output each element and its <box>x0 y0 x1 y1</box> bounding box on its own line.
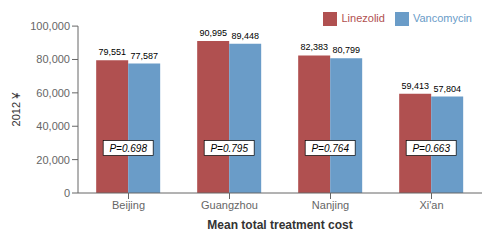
svg-text:P=0.764: P=0.764 <box>311 143 349 154</box>
svg-text:Mean total treatment cost: Mean total treatment cost <box>207 218 352 232</box>
svg-text:Xi'an: Xi'an <box>419 199 443 211</box>
svg-text:80,000: 80,000 <box>36 53 70 65</box>
svg-text:Guangzhou: Guangzhou <box>201 199 258 211</box>
svg-text:89,448: 89,448 <box>231 31 259 41</box>
svg-text:P=0.663: P=0.663 <box>412 143 450 154</box>
svg-text:82,383: 82,383 <box>300 42 328 52</box>
svg-text:90,995: 90,995 <box>199 28 227 38</box>
svg-text:57,804: 57,804 <box>433 84 461 94</box>
html-text:Linezolid: Linezolid <box>341 12 385 24</box>
svg-text:P=0.795: P=0.795 <box>210 143 248 154</box>
svg-text:20,000: 20,000 <box>36 154 70 166</box>
svg-text:80,799: 80,799 <box>332 45 360 55</box>
svg-text:40,000: 40,000 <box>36 120 70 132</box>
svg-text:100,000: 100,000 <box>30 20 70 32</box>
html-text:Vancomycin: Vancomycin <box>412 12 472 24</box>
svg-text:Nanjing: Nanjing <box>312 199 349 211</box>
svg-text:59,413: 59,413 <box>401 81 429 91</box>
svg-text:Beijing: Beijing <box>112 199 145 211</box>
svg-text:P=0.698: P=0.698 <box>109 143 147 154</box>
svg-text:77,587: 77,587 <box>130 51 158 61</box>
svg-text:2012 ¥: 2012 ¥ <box>10 92 22 127</box>
svg-text:79,551: 79,551 <box>98 47 126 57</box>
svg-text:0: 0 <box>64 187 70 199</box>
svg-text:60,000: 60,000 <box>36 87 70 99</box>
